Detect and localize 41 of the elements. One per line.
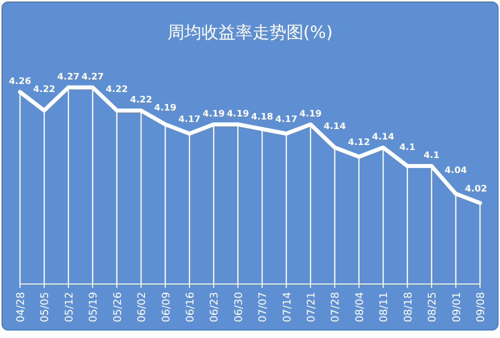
data-label: 4.14 [324, 122, 346, 132]
x-tick-label: 06/09 [160, 292, 172, 322]
data-label: 4.19 [226, 109, 250, 120]
x-tick-label: 04/28 [15, 292, 27, 322]
data-label: 4.17 [178, 115, 201, 126]
data-label: 4.1 [399, 142, 416, 153]
x-tick-label: 08/11 [378, 292, 390, 322]
x-tick-label: 06/16 [184, 292, 196, 322]
data-label: 4.14 [372, 132, 394, 143]
x-tick-label: 06/30 [232, 292, 245, 322]
x-tick-label: 07/21 [306, 292, 318, 322]
data-label: 4.1 [424, 151, 440, 162]
chart-title: 周均收益率走势图(%) [167, 23, 333, 43]
x-tick-label: 05/26 [112, 292, 124, 322]
x-tick-label: 05/05 [39, 292, 52, 322]
x-tick-label: 08/25 [426, 292, 439, 322]
x-tick-label: 07/07 [257, 292, 270, 322]
data-label: 4.27 [57, 72, 80, 82]
x-tick-label: 08/04 [354, 292, 366, 322]
data-label: 4.22 [106, 85, 128, 96]
x-tick-label: 07/14 [281, 292, 294, 322]
x-tick-label: 07/28 [330, 292, 342, 322]
data-label: 4.02 [464, 184, 488, 194]
data-label: 4.27 [82, 72, 104, 82]
data-label: 4.22 [33, 85, 56, 96]
x-tick-label: 09/08 [475, 292, 487, 322]
data-label: 4.22 [130, 95, 152, 106]
data-label: 4.19 [154, 103, 176, 114]
data-label: 4.04 [444, 166, 467, 176]
data-label: 4.18 [250, 112, 274, 123]
data-label: 4.19 [299, 109, 322, 120]
x-tick-label: 05/19 [88, 292, 100, 322]
x-tick-label: 09/01 [450, 292, 463, 322]
data-label: 4.17 [275, 115, 298, 126]
x-tick-label: 06/02 [136, 292, 148, 322]
data-label: 4.26 [8, 76, 32, 87]
data-label: 4.12 [348, 138, 370, 148]
x-tick-label: 06/23 [208, 292, 221, 322]
x-tick-label: 05/12 [63, 292, 76, 322]
data-label: 4.19 [202, 109, 225, 120]
x-tick-label: 08/18 [402, 292, 414, 322]
